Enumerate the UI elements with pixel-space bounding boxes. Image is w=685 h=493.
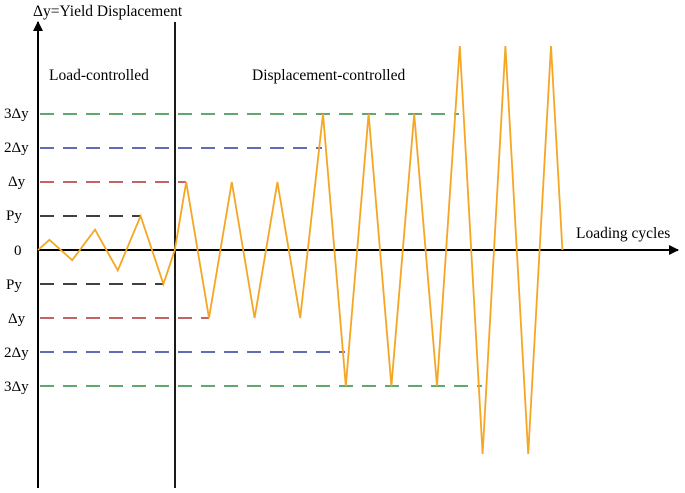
- y-label-plus-3dy: 3Δy: [4, 106, 29, 122]
- y-label-minus-2dy: 2Δy: [4, 345, 29, 361]
- y-label-minus-3dy: 3Δy: [4, 379, 29, 395]
- yield-displacement-note: Δy=Yield Displacement: [33, 3, 183, 20]
- y-label-zero: 0: [14, 243, 22, 259]
- y-label-plus-dy: Δy: [8, 174, 26, 190]
- loading-curve: [37, 45, 564, 455]
- x-axis-label: Loading cycles: [576, 225, 670, 242]
- region-label-displacement-controlled: Displacement-controlled: [252, 67, 405, 84]
- y-label-plus-py: Py: [6, 208, 22, 224]
- y-label-minus-dy: Δy: [8, 311, 26, 327]
- region-label-load-controlled: Load-controlled: [49, 67, 149, 84]
- y-label-minus-py: Py: [6, 277, 22, 293]
- y-label-plus-2dy: 2Δy: [4, 140, 29, 156]
